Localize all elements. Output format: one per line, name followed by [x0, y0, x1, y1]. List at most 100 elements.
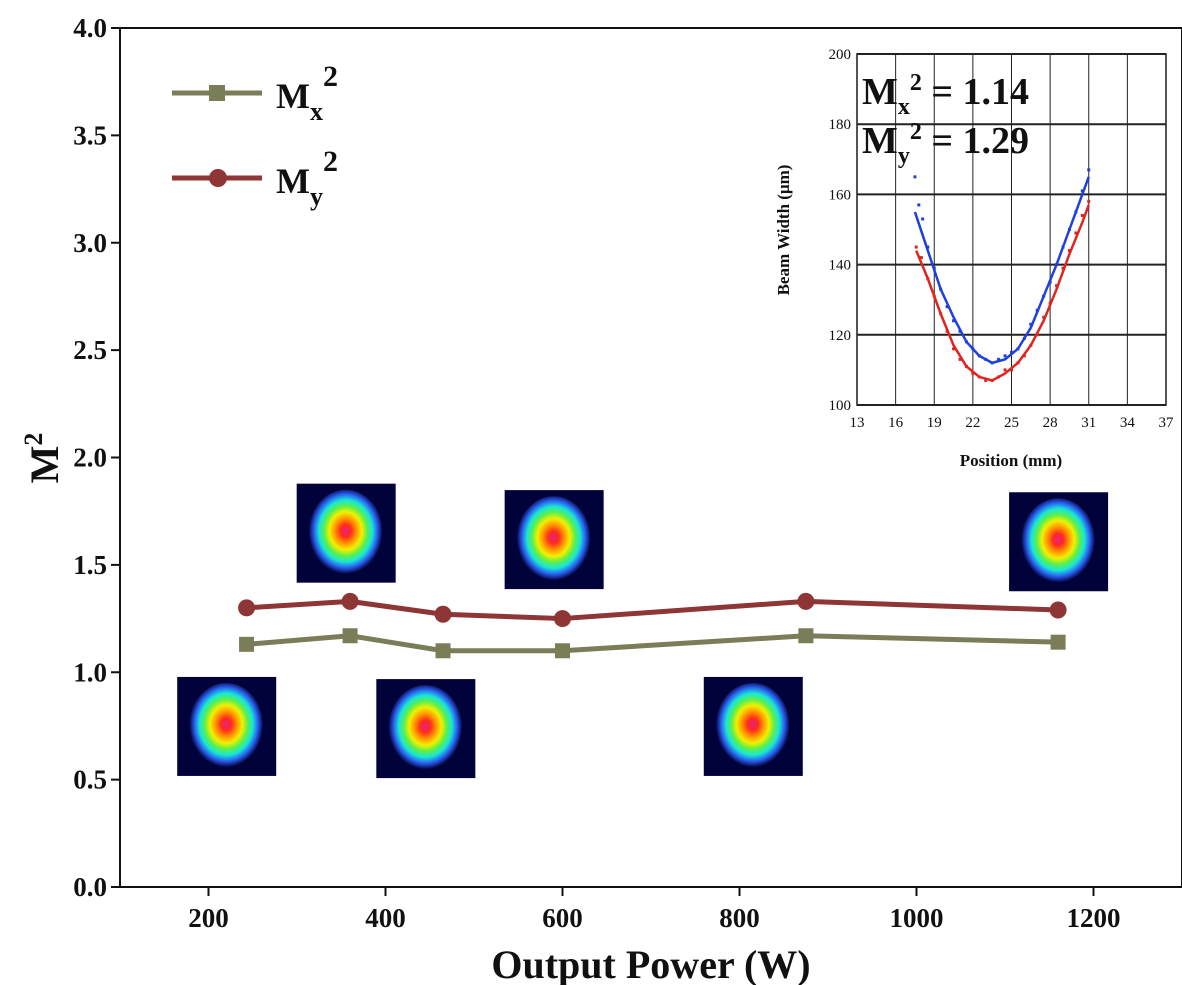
data-point-mx2	[798, 628, 814, 644]
x-axis-title: Output Power (W)	[491, 942, 810, 985]
inset-y-tick-label: 140	[829, 258, 852, 274]
inset-ann-my2-rest: = 1.29	[922, 120, 1029, 162]
inset-data-point-red	[1022, 354, 1026, 358]
x-tick-label: 400	[365, 903, 406, 933]
data-point-my2	[1049, 601, 1067, 619]
inset-data-point-red	[984, 378, 988, 382]
y-axis-title-base: M	[22, 446, 67, 484]
inset-data-point-red	[1035, 333, 1039, 337]
inset-data-point-blue	[926, 245, 930, 249]
y-tick-label: 4.0	[73, 13, 107, 43]
inset-x-tick-label: 37	[1159, 415, 1175, 431]
svg-text:M2: M2	[19, 433, 67, 484]
legend-my2-base: M	[276, 161, 310, 201]
y-tick-label: 3.0	[73, 228, 107, 258]
inset-ann-mx2-sup: 2	[910, 70, 922, 96]
y-tick-label: 0.5	[73, 765, 107, 795]
beam-profile-image	[376, 679, 476, 779]
inset-data-point-red	[971, 371, 975, 375]
inset-data-point-blue	[964, 340, 968, 344]
beam-profile-spot	[388, 685, 463, 772]
beam-profile-spot	[189, 682, 264, 769]
data-point-mx2	[239, 636, 255, 652]
series-line-mx2	[246, 633, 1059, 654]
inset-data-point-blue	[1080, 189, 1084, 193]
inset-data-point-blue	[1061, 245, 1065, 249]
inset-data-point-red	[958, 357, 962, 361]
inset-data-point-blue	[958, 329, 962, 333]
inset-y-tick-label: 100	[829, 398, 852, 414]
inset-data-point-red	[1087, 199, 1091, 203]
inset-grid	[856, 53, 1167, 406]
inset-data-point-blue	[984, 357, 988, 361]
inset-data-point-red	[1010, 368, 1013, 372]
x-tick-label: 1200	[1067, 903, 1121, 933]
inset-data-point-blue	[939, 287, 943, 291]
beam-profile-spot	[516, 496, 591, 583]
inset-data-point-red	[1067, 249, 1071, 253]
y-axis-title: M2	[19, 433, 67, 484]
y-tick-label: 3.5	[73, 120, 107, 150]
beam-profile-image	[296, 483, 396, 583]
inset-data-point-blue	[1010, 350, 1013, 354]
series-line-my2	[246, 598, 1059, 622]
inset-ann-mx2-rest: = 1.14	[922, 71, 1029, 113]
inset-x-tick-label: 13	[850, 415, 865, 431]
inset-data-point-blue	[1003, 354, 1007, 358]
legend-marker-my2	[209, 169, 227, 187]
inset-x-tick-label: 16	[888, 415, 904, 431]
inset-data-point-red	[1016, 361, 1020, 365]
inset-fit-curve-blue	[913, 176, 1090, 365]
data-point-mx2	[342, 628, 358, 644]
inset-y-tick-label: 180	[829, 117, 852, 133]
beam-profile-image	[177, 676, 277, 776]
x-tick-label: 1000	[890, 903, 944, 933]
legend-label-my2: My2	[276, 145, 338, 211]
inset-data-point-red	[926, 277, 930, 281]
inset-y-tick-label: 200	[829, 47, 852, 63]
inset-data-point-blue	[1055, 263, 1059, 267]
inset-x-tick-label: 19	[927, 415, 942, 431]
beam-profile-spot	[715, 682, 790, 769]
inset-ann-my2-sup: 2	[910, 119, 922, 145]
data-point-my2	[238, 599, 256, 617]
inset-data-point-red	[1074, 231, 1078, 235]
inset-data-point-red	[1048, 301, 1052, 305]
inset-data-point-red	[997, 375, 1001, 379]
inset-data-point-blue	[1048, 280, 1052, 284]
beam-profile-image	[703, 676, 803, 776]
inset-x-tick-label: 25	[1004, 415, 1019, 431]
inset-data-point-red	[1061, 266, 1065, 270]
y-tick-label: 0.0	[73, 872, 107, 902]
inset-data-point-blue	[917, 203, 921, 207]
inset-x-tick-label: 28	[1043, 415, 1058, 431]
inset-y-tick-label: 120	[829, 328, 852, 344]
inset-data-point-blue	[1087, 168, 1091, 172]
y-tick-label: 1.5	[73, 550, 107, 580]
x-tick-label: 600	[542, 903, 583, 933]
inset-annotation-mx2: Mx2 = 1.14	[862, 70, 1029, 120]
inset-data-point-blue	[945, 305, 949, 309]
y-tick-label: 1.0	[73, 657, 107, 687]
inset-data-point-red	[945, 329, 949, 333]
beam-profile-spot	[1021, 498, 1096, 585]
inset-data-point-blue	[913, 175, 917, 179]
legend-label-mx2: Mx2	[276, 60, 338, 126]
x-tick-label: 200	[188, 903, 229, 933]
inset-data-point-blue	[990, 361, 994, 365]
data-point-my2	[797, 592, 815, 610]
inset-data-point-red	[919, 256, 923, 260]
beam-profile-image	[1009, 492, 1109, 592]
y-tick-label: 2.0	[73, 443, 107, 473]
beam-profile-image	[504, 490, 604, 590]
inset-x-axis-title: Position (mm)	[960, 451, 1062, 470]
inset-data-point-red	[932, 294, 936, 298]
legend-mx2-sup: 2	[323, 60, 338, 93]
inset-data-point-blue	[1067, 228, 1071, 231]
inset-annotation-my2: My2 = 1.29	[862, 119, 1029, 169]
data-point-mx2	[555, 643, 570, 659]
inset-ann-mx2-base: M	[862, 71, 898, 113]
inset-data-point-blue	[1074, 210, 1078, 214]
inset-data-point-blue	[977, 354, 981, 358]
